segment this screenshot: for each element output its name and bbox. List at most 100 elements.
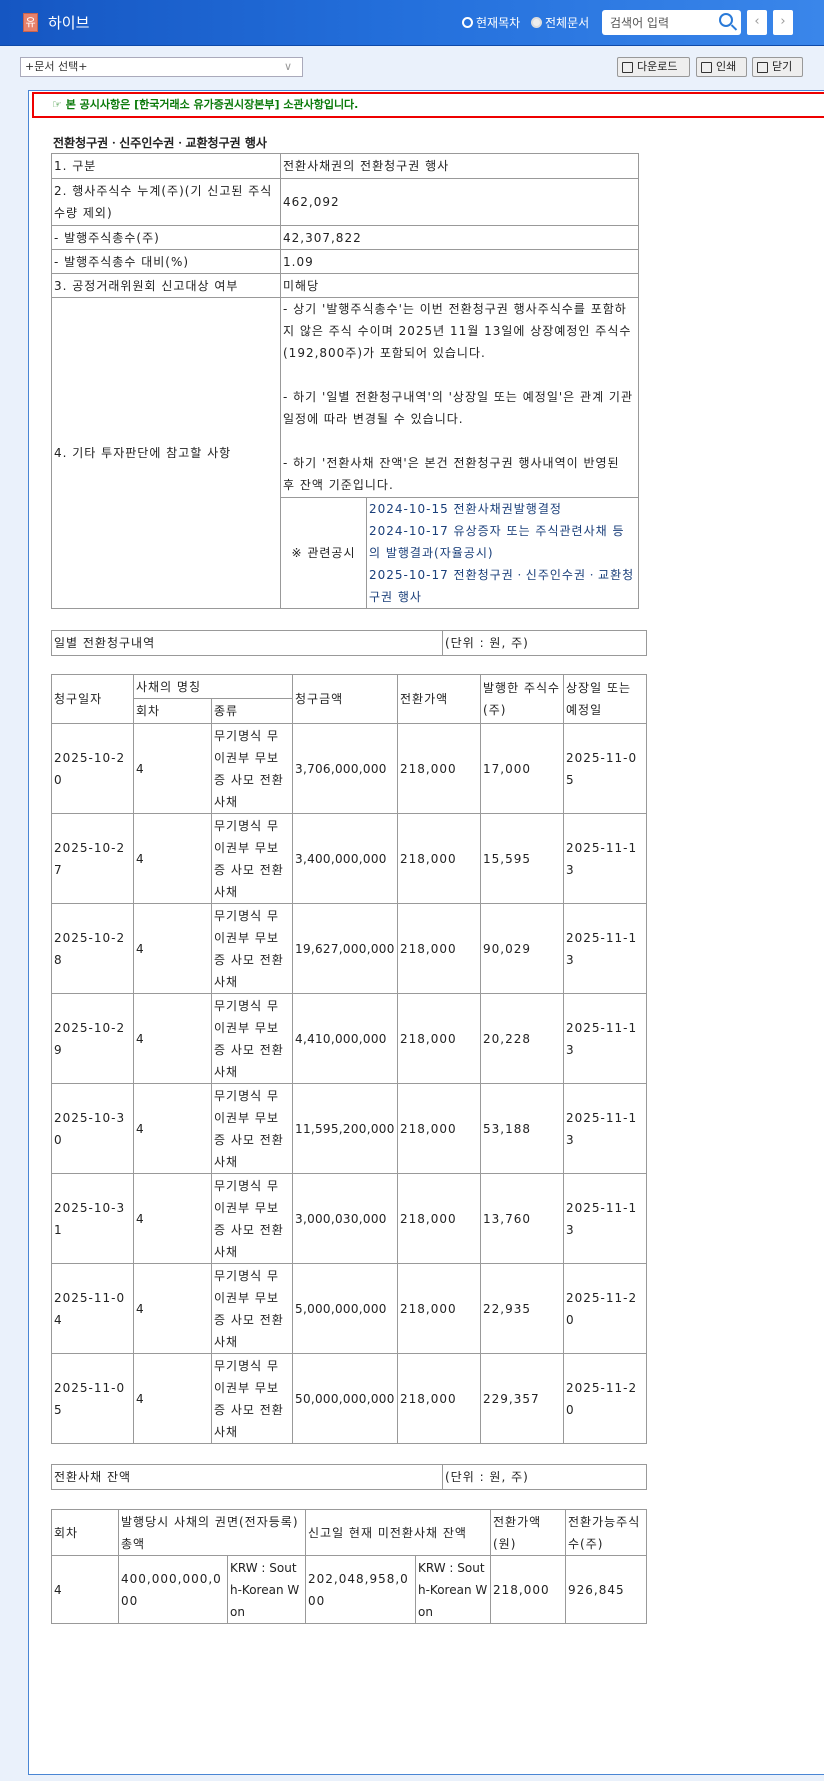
cell-face-amount: 400,000,000,000 (118, 1555, 228, 1624)
other-notes: - 상기 '발행주식총수'는 이번 전환청구권 행사주식수를 포함하지 않은 주… (280, 297, 639, 498)
cell-listing: 2025-11-13 (563, 993, 647, 1084)
cell-round: 4 (133, 1263, 212, 1354)
cell-date: 2025-10-20 (51, 723, 134, 814)
print-label: 인쇄 (716, 60, 737, 73)
cell-round: 4 (51, 1555, 119, 1624)
cell-kind: 무기명식 무이권부 무보증 사모 전환사채 (210, 813, 294, 904)
cell-kind: 무기명식 무이권부 무보증 사모 전환사채 (210, 1173, 294, 1264)
document-select-value: +문서 선택+ (25, 60, 88, 73)
table-row: 3. 공정거래위원회 신고대상 여부 미해당 (51, 273, 639, 298)
cell-date: 2025-10-27 (51, 813, 134, 904)
prev-result-button[interactable]: ‹ (747, 10, 767, 35)
cell-round: 4 (133, 813, 212, 904)
note: - 상기 '발행주식총수'는 이번 전환청구권 행사주식수를 포함하지 않은 주… (283, 302, 632, 360)
table-row: 2025-11-05 4 무기명식 무이권부 무보증 사모 전환사채 50,000,0… (51, 1353, 647, 1444)
cell-kind: 무기명식 무이권부 무보증 사모 전환사채 (210, 903, 294, 994)
cell-shares: 13,760 (480, 1173, 565, 1264)
cell-price: 218,000 (490, 1555, 566, 1624)
cell-date: 2025-11-05 (51, 1353, 134, 1444)
next-result-button[interactable]: › (773, 10, 793, 35)
row-value: 1.09 (280, 249, 639, 274)
table-row: 4. 기타 투자판단에 참고할 사항 - 상기 '발행주식총수'는 이번 전환청… (51, 297, 639, 609)
balance-caption-table: 전환사채 잔액 (단위 : 원, 주) (51, 1464, 647, 1490)
chevron-down-icon: ∨ (283, 60, 292, 73)
cell-currency: KRW : South-Korean Won (227, 1555, 306, 1624)
app-header: 유 하이브 현재목차 전체문서 검색어 입력 ‹ › (0, 0, 824, 46)
cell-round: 4 (133, 723, 212, 814)
table-row: 2. 행사주식수 누계(주)(기 신고된 주식수량 제외) 462,092 (51, 178, 639, 226)
cell-kind: 무기명식 무이권부 무보증 사모 전환사채 (210, 723, 294, 814)
cell-remaining: 202,048,958,000 (305, 1555, 416, 1624)
table-row: 2025-10-30 4 무기명식 무이권부 무보증 사모 전환사채 11,595,2… (51, 1083, 647, 1174)
col-header: 종류 (210, 698, 294, 724)
col-header: 신고일 현재 미전환사채 잔액 (305, 1509, 491, 1556)
cell-currency: KRW : South-Korean Won (415, 1555, 491, 1624)
document-icon (757, 61, 768, 73)
cell-shares: 20,228 (480, 993, 565, 1084)
radio-label: 전체문서 (545, 16, 590, 30)
row-label: 3. 공정거래위원회 신고대상 여부 (51, 273, 281, 298)
col-header: 발행당시 사채의 권면(전자등록)총액 (118, 1509, 306, 1556)
daily-conversion-table: 청구일자 사채의 명칭 청구금액 전환가액 발행한 주식수(주) 상장일 또는 … (51, 674, 647, 1444)
cell-listing: 2025-11-13 (563, 903, 647, 994)
related-link[interactable]: 2024-10-17 유상증자 또는 주식관련사채 등의 발행결과(자율공시) (369, 524, 625, 560)
table-row: ※ 관련공시 2024-10-15 전환사채권발행결정 2024-10-17 유… (52, 497, 639, 609)
col-header: 전환가액 (397, 674, 482, 724)
col-header: 회차 (51, 1509, 119, 1556)
cell-kind: 무기명식 무이권부 무보증 사모 전환사채 (210, 1353, 294, 1444)
cell-shares: 926,845 (565, 1555, 647, 1624)
document-title: 전환청구권ㆍ신주인수권ㆍ교환청구권 행사 (53, 136, 267, 150)
search-input[interactable]: 검색어 입력 (602, 10, 741, 35)
radio-current-section[interactable]: 현재목차 (462, 14, 520, 31)
col-header: 상장일 또는 예정일 (563, 674, 647, 724)
table-row: 2025-11-04 4 무기명식 무이권부 무보증 사모 전환사채 5,000,00… (51, 1263, 647, 1354)
table-row: 2025-10-28 4 무기명식 무이권부 무보증 사모 전환사채 19,627,0… (51, 903, 647, 994)
table-row: 1. 구분 전환사채권의 전환청구권 행사 (51, 153, 639, 179)
row-label: - 발행주식총수(주) (51, 225, 281, 250)
header-row: 회차 종류 (52, 698, 647, 724)
unit: (단위 : 원, 주) (442, 1464, 647, 1490)
cell-price: 218,000 (397, 1083, 482, 1174)
company-title: 하이브 (48, 14, 90, 32)
related-link[interactable]: 2024-10-15 전환사채권발행결정 (369, 502, 562, 516)
search-icon[interactable] (719, 13, 733, 27)
row-label: 4. 기타 투자판단에 참고할 사항 (51, 297, 281, 609)
cell-amount: 3,400,000,000 (292, 813, 399, 904)
radio-label: 현재목차 (476, 16, 521, 30)
document-select[interactable]: +문서 선택+ ∨ (20, 57, 303, 77)
note: - 하기 '전환사채 잔액'은 본건 전환청구권 행사내역이 반영된 후 잔액 … (283, 456, 620, 492)
row-value: 462,092 (280, 178, 639, 226)
table-row: 2025-10-20 4 무기명식 무이권부 무보증 사모 전환사채 3,706,00… (51, 723, 647, 814)
header-row: 청구일자 사채의 명칭 청구금액 전환가액 발행한 주식수(주) 상장일 또는 … (51, 674, 647, 724)
related-link[interactable]: 2025-10-17 전환청구권ㆍ신주인수권ㆍ교환청구권 행사 (369, 568, 635, 604)
unit: (단위 : 원, 주) (442, 630, 647, 656)
close-button[interactable]: 닫기 (752, 57, 803, 77)
cell-date: 2025-10-30 (51, 1083, 134, 1174)
cell-round: 4 (133, 1083, 212, 1174)
col-header: 전환가액(원) (490, 1509, 566, 1556)
cell-amount: 4,410,000,000 (292, 993, 399, 1084)
close-label: 닫기 (772, 60, 793, 73)
caption: 일별 전환청구내역 (51, 630, 443, 656)
cell-date: 2025-10-31 (51, 1173, 134, 1264)
cell-date: 2025-10-28 (51, 903, 134, 994)
cell-shares: 17,000 (480, 723, 565, 814)
caption: 전환사채 잔액 (51, 1464, 443, 1490)
radio-all-documents[interactable]: 전체문서 (531, 14, 589, 31)
cell-listing: 2025-11-13 (563, 813, 647, 904)
cell-price: 218,000 (397, 723, 482, 814)
table-row: 2025-10-27 4 무기명식 무이권부 무보증 사모 전환사채 3,400,00… (51, 813, 647, 904)
notice-banner: ☞ 본 공시사항은 [한국거래소 유가증권시장본부] 소관사항입니다. (32, 92, 824, 118)
row-value: 42,307,822 (280, 225, 639, 250)
related-label: ※ 관련공시 (280, 497, 367, 609)
cell-amount: 50,000,000,000 (292, 1353, 399, 1444)
cell-round: 4 (133, 1173, 212, 1264)
cell-price: 218,000 (397, 1263, 482, 1354)
cell-listing: 2025-11-13 (563, 1173, 647, 1264)
radio-unselected-icon (531, 17, 542, 28)
cell-price: 218,000 (397, 1173, 482, 1264)
col-header: 사채의 명칭 (132, 674, 294, 699)
print-button[interactable]: 인쇄 (696, 57, 747, 77)
cell-kind: 무기명식 무이권부 무보증 사모 전환사채 (210, 1263, 294, 1354)
download-button[interactable]: 다운로드 (617, 57, 690, 77)
